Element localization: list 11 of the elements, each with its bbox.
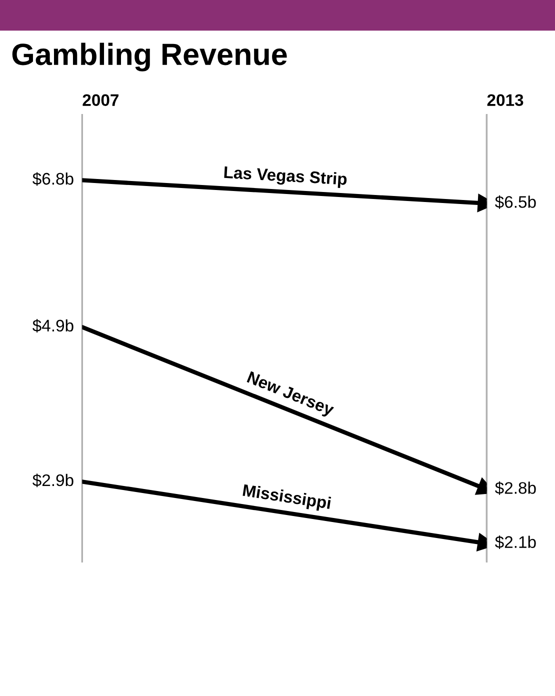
text: Mississippi <box>242 484 332 512</box>
data-label: $6.5b <box>495 195 536 209</box>
series-label: Las Vegas Strip <box>224 166 348 188</box>
x-tick-label: 2007 <box>82 94 118 106</box>
data-label: $2.9b <box>32 474 74 488</box>
data-label: $4.9b <box>32 319 74 333</box>
data-label: $2.1b <box>495 535 536 549</box>
data-label: $6.8b <box>32 172 74 186</box>
chart-title: Gambling Revenue <box>12 42 287 72</box>
data-label: $2.8b <box>495 481 536 495</box>
x-tick-label: 2013 <box>487 94 524 106</box>
